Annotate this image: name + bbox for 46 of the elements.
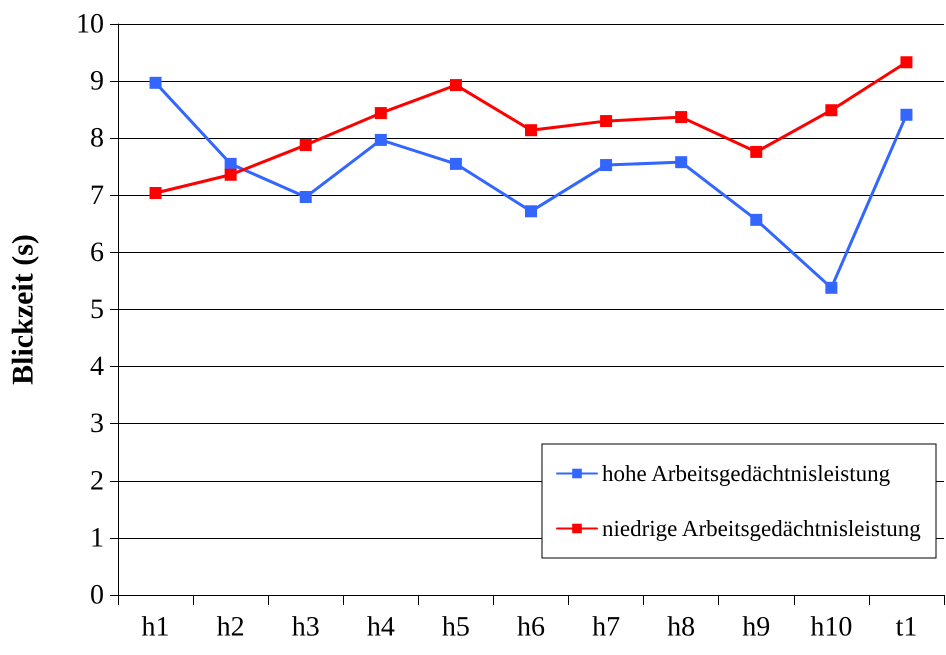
x-tick-label: h10 — [810, 612, 852, 642]
point — [600, 159, 612, 172]
point — [675, 156, 688, 168]
legend-label: niedrige Arbeitsgedächtnisleistung — [602, 516, 922, 541]
point — [224, 168, 237, 181]
point — [600, 115, 612, 128]
point — [150, 187, 162, 200]
point — [750, 214, 762, 226]
y-axis-title: Blickzeit (s) — [6, 234, 40, 385]
y-tick-label: 2 — [90, 465, 104, 496]
y-tick-label: 5 — [90, 294, 104, 325]
point — [300, 139, 312, 152]
x-tick-label: h1 — [142, 612, 170, 642]
x-tick-label: h2 — [216, 612, 245, 642]
point — [825, 282, 838, 294]
point — [450, 79, 462, 92]
y-tick-label: 7 — [90, 180, 104, 211]
y-tick-label: 9 — [90, 66, 104, 97]
point — [374, 107, 387, 120]
point — [450, 158, 462, 170]
y-tick-label: 3 — [90, 408, 104, 440]
point — [525, 205, 537, 218]
y-tick-label: 6 — [90, 236, 104, 268]
y-tick-label: 0 — [90, 580, 104, 610]
point — [525, 124, 537, 136]
legend-label: hohe Arbeitsgedächtnisleistung — [602, 461, 891, 486]
x-tick-label: h8 — [667, 612, 696, 642]
point — [374, 134, 387, 146]
x-tick-label: h7 — [592, 612, 620, 642]
y-tick-label: 4 — [90, 351, 104, 382]
x-tick-label: h3 — [292, 612, 320, 642]
y-tick-label: 1 — [90, 522, 104, 554]
x-tick-label: t1 — [896, 612, 918, 642]
point — [750, 146, 762, 158]
point — [825, 104, 838, 116]
x-tick-label: h9 — [742, 612, 770, 642]
x-tick-label: h5 — [442, 612, 470, 642]
y-tick-label: 10 — [76, 8, 104, 40]
x-tick-label: h4 — [366, 612, 395, 642]
point — [900, 108, 912, 121]
point — [150, 76, 162, 89]
point — [900, 56, 912, 68]
point — [675, 111, 688, 124]
point — [300, 191, 312, 204]
y-tick-label: 8 — [90, 122, 104, 154]
x-tick-label: h6 — [517, 612, 545, 642]
